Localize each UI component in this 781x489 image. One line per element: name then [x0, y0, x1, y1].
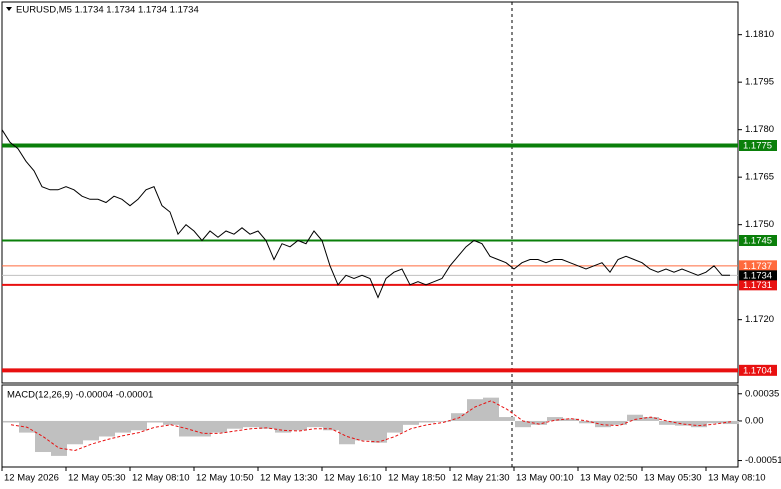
histogram-bar — [675, 420, 691, 426]
histogram-bar — [195, 420, 211, 437]
level-label-box — [739, 279, 777, 291]
x-tick-label: 12 May 08:10 — [132, 473, 190, 484]
histogram-bar — [339, 420, 355, 445]
histogram-bar — [259, 420, 275, 429]
x-tick-label: 13 May 02:50 — [580, 473, 638, 484]
level-label: 1.1775 — [743, 141, 772, 152]
histogram-bar — [67, 420, 83, 445]
y-tick-label: 1.1750 — [745, 219, 774, 230]
histogram-bar — [627, 414, 643, 421]
histogram-bar — [499, 417, 515, 421]
histogram-bar — [323, 420, 339, 431]
histogram-bar — [691, 420, 707, 428]
x-tick-label: 12 May 10:50 — [196, 473, 254, 484]
histogram-bar — [435, 420, 451, 422]
x-tick-label: 13 May 08:10 — [708, 473, 766, 484]
histogram-bar — [643, 417, 659, 421]
x-tick-label: 12 May 18:50 — [388, 473, 446, 484]
histogram-bar — [115, 420, 131, 433]
histogram-bar — [547, 417, 563, 421]
histogram-bar — [563, 418, 579, 421]
histogram-bar — [51, 420, 67, 456]
histogram-bar — [723, 420, 739, 425]
histogram-bar — [163, 420, 179, 425]
signal-line — [10, 400, 732, 452]
histogram-bar — [355, 420, 371, 441]
level-label: 1.1737 — [743, 261, 772, 272]
histogram-bar — [3, 420, 19, 423]
histogram-bar — [307, 420, 323, 428]
histogram-bar — [659, 420, 675, 425]
histogram-bar — [611, 420, 627, 425]
macd-title: MACD(12,26,9) -0.00004 -0.00001 — [7, 390, 153, 401]
x-tick-label: 12 May 16:10 — [324, 473, 382, 484]
x-tick-label: 12 May 13:30 — [260, 473, 318, 484]
macd-panel — [1, 384, 739, 468]
histogram-bar — [99, 420, 115, 437]
histogram-bar — [227, 420, 243, 429]
level-label-box — [739, 260, 777, 272]
histogram-bar — [211, 420, 227, 433]
y-tick-label: 0.00035 — [745, 388, 779, 399]
level-label: 1.1704 — [743, 365, 772, 376]
histogram-bar — [83, 420, 99, 441]
y-tick-label: 1.1810 — [745, 29, 774, 40]
histogram-bar — [531, 420, 547, 425]
last-price-box — [739, 270, 777, 281]
level-label: 1.1745 — [743, 236, 772, 247]
y-tick-label: 1.1780 — [745, 124, 774, 135]
histogram-bar — [595, 420, 611, 428]
y-tick-label: 1.1720 — [745, 314, 774, 325]
x-tick-label: 13 May 05:30 — [644, 473, 702, 484]
x-tick-label: 12 May 21:30 — [452, 473, 510, 484]
chart-title: EURUSD,M5 1.1734 1.1734 1.1734 1.1734 — [16, 5, 199, 16]
level-label-box — [739, 235, 777, 246]
histogram-bar — [403, 420, 419, 425]
histogram-bar — [371, 420, 387, 443]
dropdown-icon — [6, 7, 12, 11]
y-tick-label: -0.00051 — [745, 455, 781, 466]
price-line — [1, 129, 730, 299]
y-tick-label: 1.1795 — [745, 77, 774, 88]
x-tick-label: 12 May 05:30 — [68, 473, 126, 484]
level-label-box — [739, 364, 777, 376]
x-tick-label: 13 May 00:10 — [516, 473, 574, 484]
histogram-bar — [243, 420, 259, 428]
histogram-bar — [35, 420, 51, 453]
histogram-bar — [291, 420, 307, 431]
last-price-label: 1.1734 — [743, 270, 772, 281]
histogram-bar — [275, 420, 291, 433]
level-label-box — [739, 140, 777, 151]
histogram-bar — [707, 420, 723, 424]
histogram-bar — [579, 420, 595, 424]
histogram-bar — [467, 399, 483, 421]
histogram-bar — [515, 420, 531, 428]
x-tick-label: 12 May 2026 — [4, 473, 59, 484]
y-tick-label: 0.00 — [745, 415, 764, 426]
histogram-bar — [451, 413, 467, 421]
y-tick-label: 1.1765 — [745, 172, 774, 183]
histogram-bar — [387, 420, 403, 433]
main-panel — [1, 1, 739, 384]
histogram-bar — [147, 420, 163, 423]
histogram-bar — [419, 420, 435, 423]
histogram-bar — [131, 420, 147, 431]
level-label: 1.1731 — [743, 280, 772, 291]
